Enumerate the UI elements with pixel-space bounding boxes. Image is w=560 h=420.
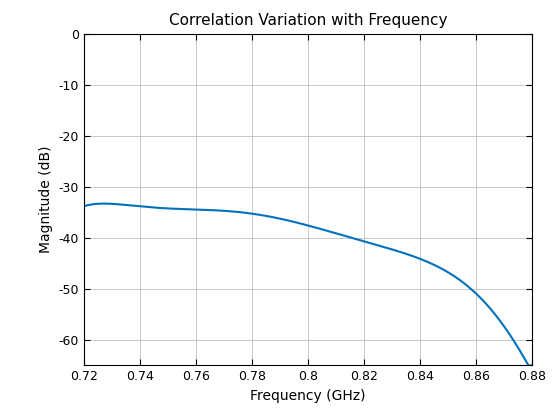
X-axis label: Frequency (GHz): Frequency (GHz) xyxy=(250,389,366,403)
Y-axis label: Magnitude (dB): Magnitude (dB) xyxy=(39,146,53,253)
Title: Correlation Variation with Frequency: Correlation Variation with Frequency xyxy=(169,13,447,28)
